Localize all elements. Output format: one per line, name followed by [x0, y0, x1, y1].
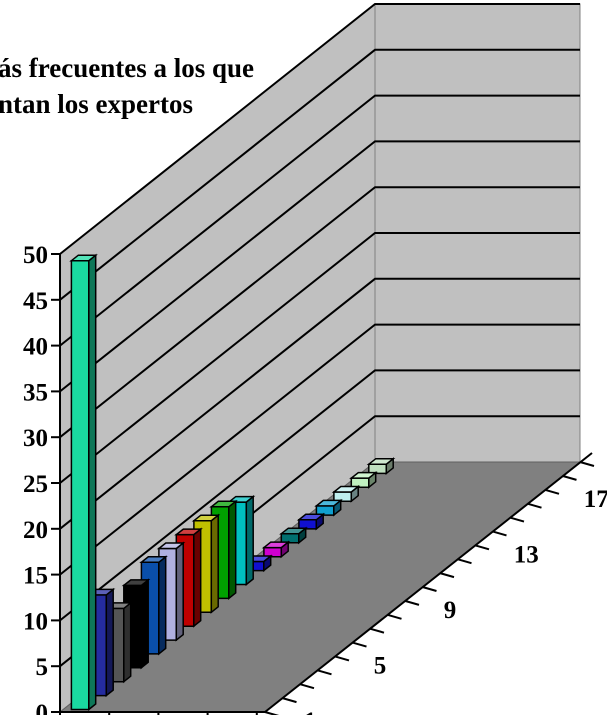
- bar-top-face: [331, 485, 361, 493]
- bar-side-face: [123, 601, 132, 684]
- depth-tick: [317, 669, 332, 676]
- depth-tick: [544, 488, 560, 495]
- y-tick-label: 50: [23, 242, 48, 269]
- gridline: [59, 3, 580, 255]
- bar-side-face: [88, 253, 97, 712]
- y-tick-label: 45: [23, 288, 48, 315]
- bar-top-face: [296, 513, 326, 521]
- bars: [69, 253, 396, 712]
- gridline: [59, 232, 580, 484]
- bar-18: [366, 457, 396, 475]
- bar-side-face: [158, 555, 167, 656]
- bar-16: [331, 484, 361, 503]
- gridline: [59, 94, 580, 347]
- bar-top-face: [174, 528, 203, 536]
- bar-top-face: [139, 556, 168, 564]
- depth-tick: [474, 544, 490, 551]
- bar-top-face: [366, 457, 396, 465]
- bar-1: [69, 253, 98, 712]
- depth-axis-line: [264, 452, 593, 713]
- depth-tick: [264, 711, 280, 715]
- bar-side-face: [245, 495, 254, 587]
- chart-title-line: ás frecuentes a los que: [0, 53, 254, 83]
- gridline: [59, 186, 580, 438]
- gridline: [59, 140, 580, 393]
- gridline: [59, 48, 580, 301]
- chart-title-line: ntan los expertos: [0, 89, 193, 119]
- labels: 051015202530354045501591317ás frecuentes…: [0, 53, 607, 715]
- bar-side-face: [140, 578, 149, 670]
- depth-tick-label: 17: [584, 486, 607, 513]
- depth-tick: [422, 586, 437, 592]
- depth-tick: [562, 474, 577, 481]
- y-tick-label: 0: [36, 700, 49, 715]
- y-tick-label: 40: [23, 334, 48, 361]
- depth-tick: [439, 572, 455, 579]
- bar-top-face: [314, 499, 343, 507]
- bar-top-face: [279, 527, 308, 535]
- bar-15: [314, 498, 343, 517]
- depth-tick: [282, 697, 297, 704]
- bar-top-face: [349, 471, 378, 479]
- bar-14: [296, 512, 326, 531]
- bar-top-face: [69, 254, 98, 262]
- depth-tick: [299, 683, 315, 690]
- y-tick-label: 15: [23, 563, 48, 590]
- y-tick-label: 5: [36, 654, 49, 681]
- depth-tick: [404, 599, 420, 606]
- depth-tick: [387, 613, 402, 620]
- gridline: [59, 323, 580, 576]
- bar-17: [349, 471, 378, 489]
- y-tick-label: 35: [23, 379, 48, 406]
- bar-top-face: [261, 541, 291, 549]
- bar-top-face: [209, 500, 238, 508]
- bar-side-face: [228, 499, 237, 600]
- bar-top-face: [121, 579, 151, 587]
- depth-tick-label: 9: [444, 597, 457, 624]
- y-tick-label: 30: [23, 425, 48, 452]
- depth-tick: [509, 516, 525, 523]
- gridlines: [59, 3, 580, 667]
- depth-tick-label: 1: [304, 708, 317, 715]
- bar-side-face: [210, 513, 219, 614]
- y-tick-label: 20: [23, 517, 48, 544]
- gridline: [59, 277, 580, 530]
- y-tick-label: 25: [23, 471, 48, 498]
- bar-side-face: [105, 587, 114, 698]
- axes: [51, 253, 595, 715]
- bar-13: [279, 526, 308, 545]
- depth-tick-label: 5: [374, 653, 387, 680]
- depth-tick-label: 13: [514, 541, 539, 568]
- depth-tick: [352, 641, 367, 648]
- depth-tick: [527, 502, 542, 509]
- bar-top-face: [156, 542, 186, 550]
- bar-side-face: [193, 527, 202, 628]
- depth-tick: [492, 530, 507, 537]
- bar-top-face: [191, 514, 221, 522]
- bar-side-face: [175, 541, 184, 642]
- depth-tick: [334, 655, 350, 662]
- gridline: [59, 369, 580, 622]
- depth-tick: [579, 461, 595, 467]
- bar-front-face: [70, 259, 90, 711]
- depth-tick: [369, 627, 385, 634]
- y-tick-label: 10: [23, 608, 48, 635]
- depth-tick: [457, 558, 472, 565]
- bar-12: [261, 540, 291, 559]
